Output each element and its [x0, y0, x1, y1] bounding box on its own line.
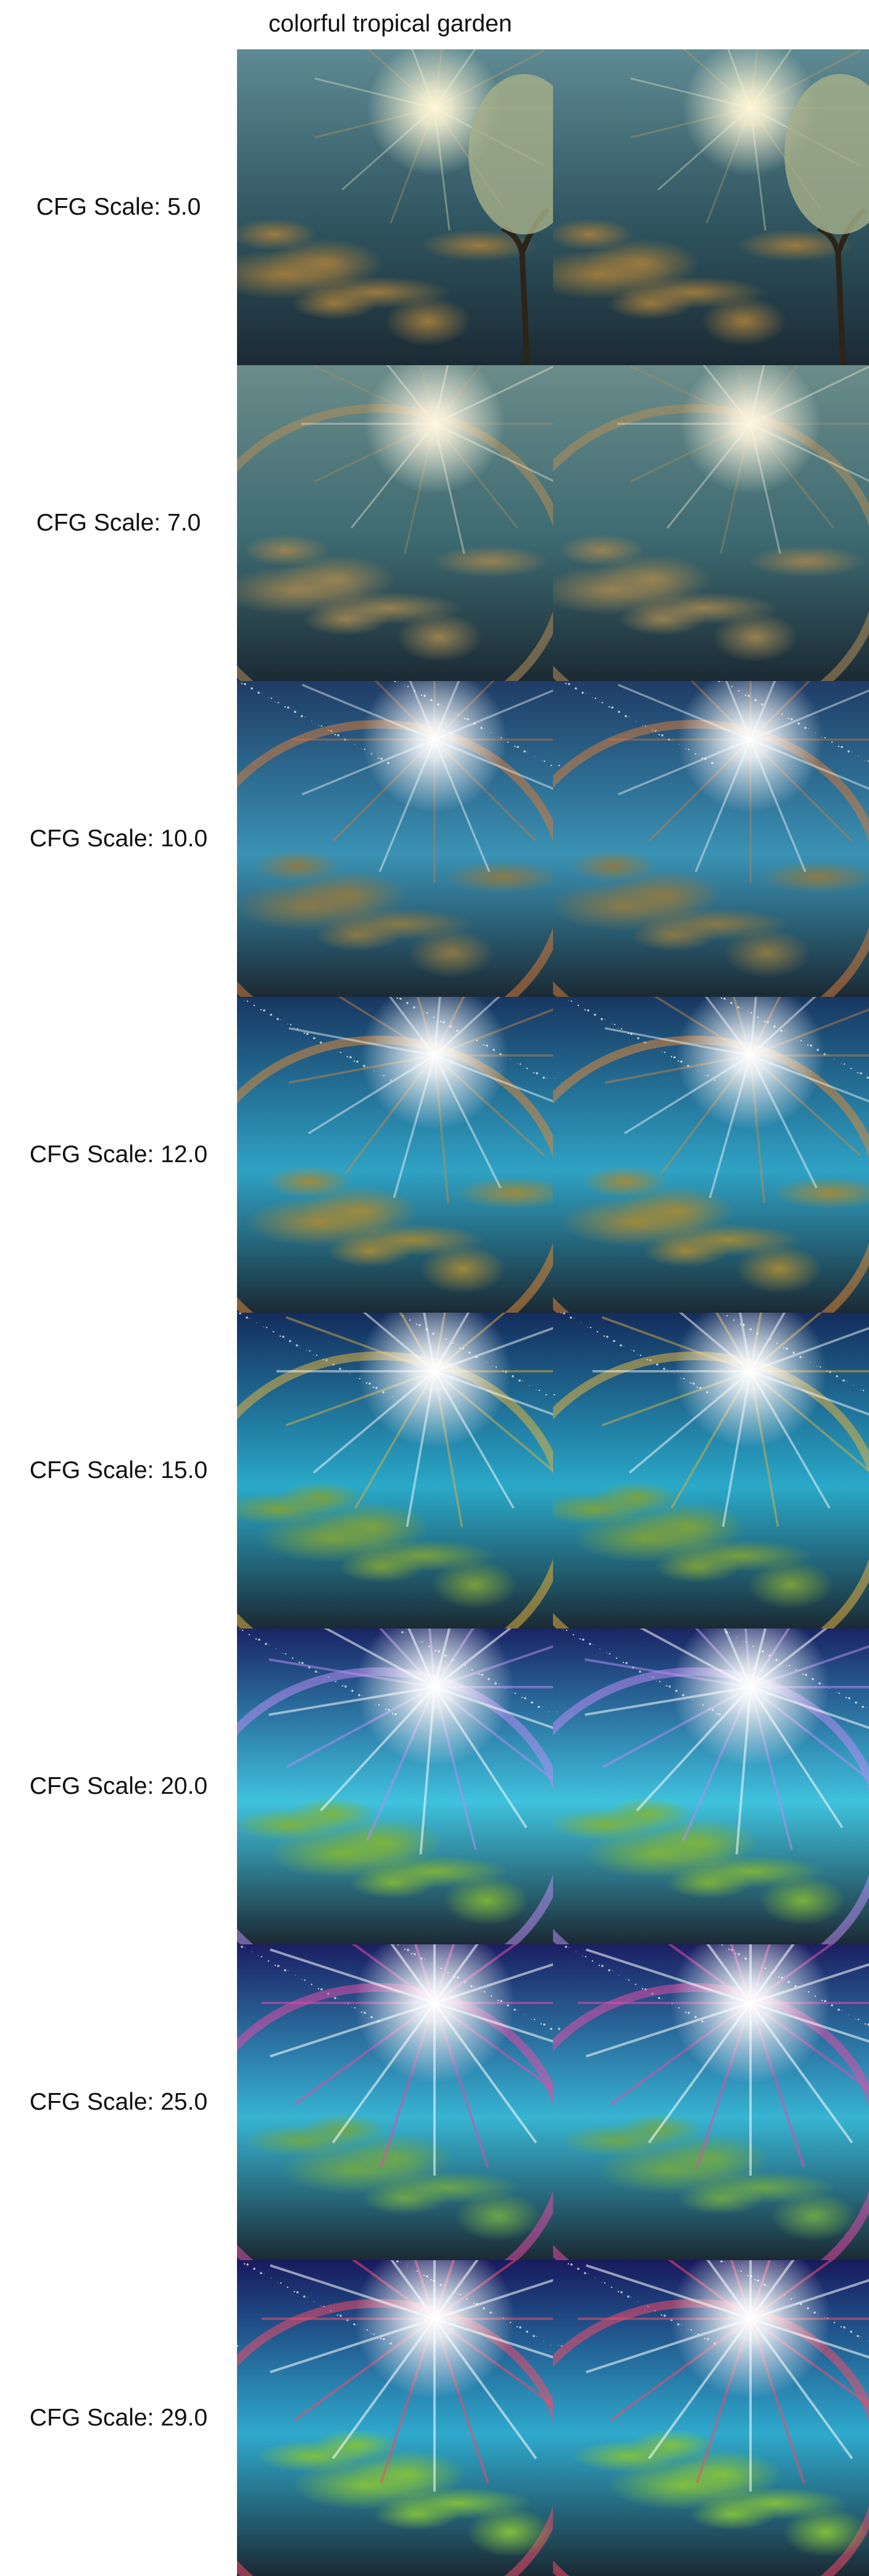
generated-image-picture — [553, 1629, 869, 1944]
generated-image-picture — [237, 49, 553, 365]
generated-image-picture — [553, 681, 869, 997]
generated-image-picture — [237, 1944, 553, 2260]
cfg-row: CFG Scale: 25.0 — [0, 1944, 869, 2260]
cfg-scale-label: CFG Scale: 5.0 — [36, 194, 201, 220]
generated-image-picture — [553, 2260, 869, 2576]
cfg-scale-label: CFG Scale: 20.0 — [29, 1773, 208, 1799]
cfg-row: CFG Scale: 29.0 — [0, 2260, 869, 2576]
generated-image — [553, 1629, 869, 1944]
generated-image — [237, 1313, 553, 1629]
cfg-scale-label: CFG Scale: 7.0 — [36, 510, 201, 536]
cfg-row: CFG Scale: 20.0 — [0, 1629, 869, 1944]
cfg-scale-label: CFG Scale: 10.0 — [29, 825, 208, 852]
generated-image-picture — [237, 1629, 553, 1944]
generated-image-picture — [237, 997, 553, 1313]
generated-image — [237, 2260, 553, 2576]
cfg-row: CFG Scale: 10.0 — [0, 681, 869, 997]
cfg-row: CFG Scale: 7.0 — [0, 365, 869, 681]
generated-image-picture — [553, 1944, 869, 2260]
generated-image-picture — [237, 681, 553, 997]
generated-image — [237, 997, 553, 1313]
generated-image — [553, 1313, 869, 1629]
cfg-row: CFG Scale: 15.0 — [0, 1313, 869, 1629]
generated-image — [553, 1944, 869, 2260]
generated-image-picture — [553, 997, 869, 1313]
generated-image — [237, 1629, 553, 1944]
generated-image-picture — [553, 365, 869, 681]
generated-image — [237, 365, 553, 681]
cfg-comparison-grid: CFG Scale: 5.0 CFG Scale: 7.0 CFG Scale: 1… — [0, 49, 869, 2576]
cfg-scale-label: CFG Scale: 12.0 — [29, 1141, 208, 1168]
generated-image — [237, 1944, 553, 2260]
generated-image-picture — [553, 49, 869, 365]
generated-image-picture — [237, 365, 553, 681]
cfg-scale-label: CFG Scale: 29.0 — [29, 2405, 208, 2431]
generated-image-picture — [237, 1313, 553, 1629]
generated-image — [553, 997, 869, 1313]
generated-image — [553, 2260, 869, 2576]
cfg-scale-label: CFG Scale: 15.0 — [29, 1457, 208, 1484]
generated-image — [553, 365, 869, 681]
generated-image — [237, 681, 553, 997]
cfg-row: CFG Scale: 12.0 — [0, 997, 869, 1313]
prompt-title: colorful tropical garden — [268, 10, 512, 37]
generated-image — [553, 681, 869, 997]
generated-image — [237, 49, 553, 365]
cfg-row: CFG Scale: 5.0 — [0, 49, 869, 365]
generated-image-picture — [237, 2260, 553, 2576]
generated-image-picture — [553, 1313, 869, 1629]
cfg-scale-label: CFG Scale: 25.0 — [29, 2089, 208, 2115]
generated-image — [553, 49, 869, 365]
